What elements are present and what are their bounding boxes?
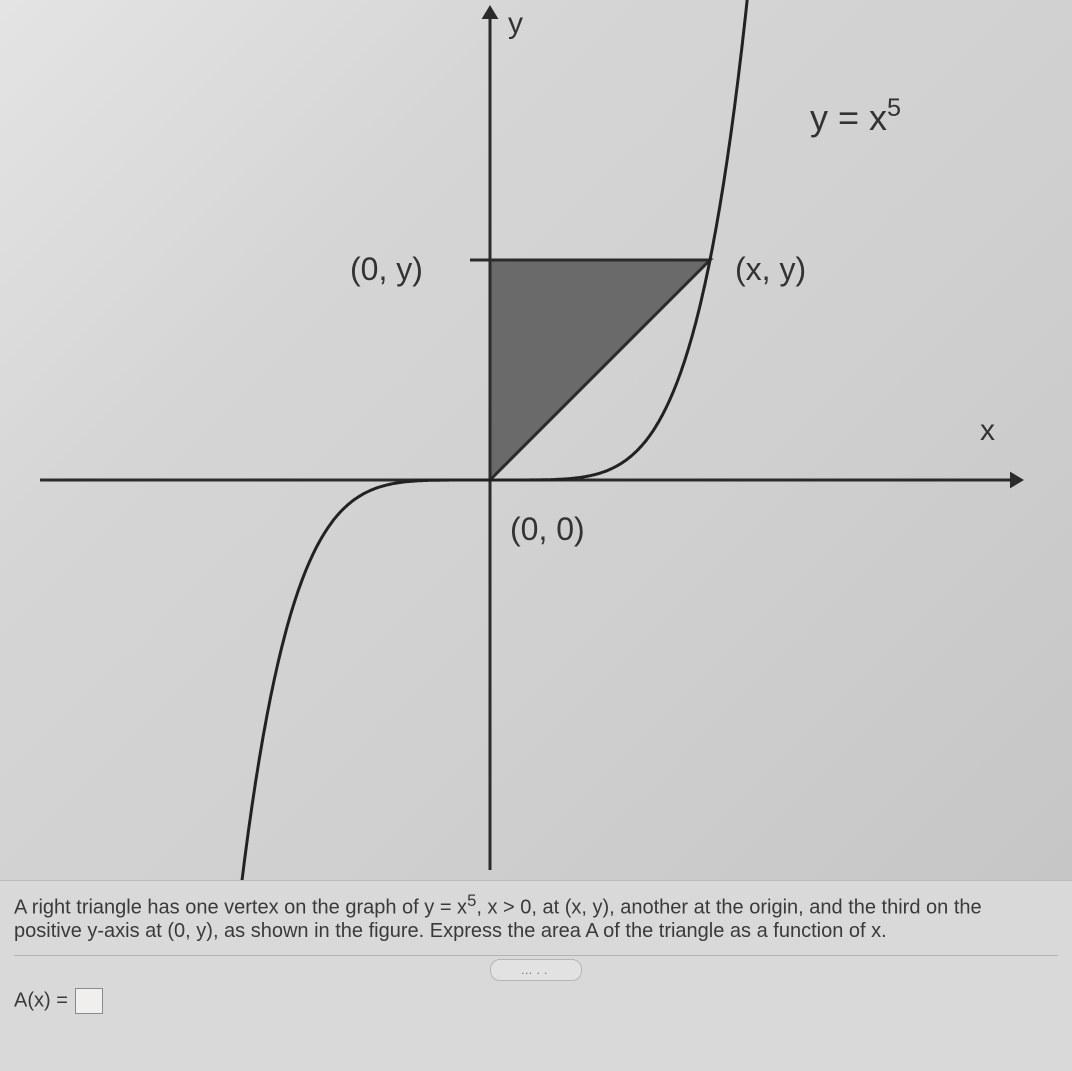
answer-row: A(x) =	[14, 988, 1058, 1014]
expand-pill[interactable]: …..	[490, 959, 582, 981]
graph-svg: y x y = x5 (0, 0) (x, y) (0, y)	[0, 0, 1072, 880]
q-line1b: , x > 0, at (x, y), another at the origi…	[476, 897, 981, 919]
q-line1a: A right triangle has one vertex on the g…	[14, 897, 467, 919]
zeroy-label: (0, y)	[350, 251, 423, 287]
shaded-triangle	[490, 260, 710, 480]
q-exp: 5	[467, 891, 476, 910]
y-axis-label: y	[508, 7, 523, 40]
question-divider	[14, 955, 1058, 956]
graph-panel: y x y = x5 (0, 0) (x, y) (0, y)	[0, 0, 1072, 880]
answer-input[interactable]	[75, 988, 103, 1014]
question-panel: A right triangle has one vertex on the g…	[0, 880, 1072, 1071]
question-text: A right triangle has one vertex on the g…	[14, 891, 1058, 943]
q-line2: positive y-axis at (0, y), as shown in t…	[14, 920, 887, 942]
curve-x5	[193, 0, 747, 880]
xy-label: (x, y)	[735, 251, 806, 287]
expand-dots: …..	[521, 963, 552, 977]
equation-label: y = x5	[810, 94, 901, 138]
answer-prefix: A(x) =	[14, 989, 73, 1011]
origin-label: (0, 0)	[510, 511, 585, 547]
x-axis-label: x	[980, 414, 995, 447]
